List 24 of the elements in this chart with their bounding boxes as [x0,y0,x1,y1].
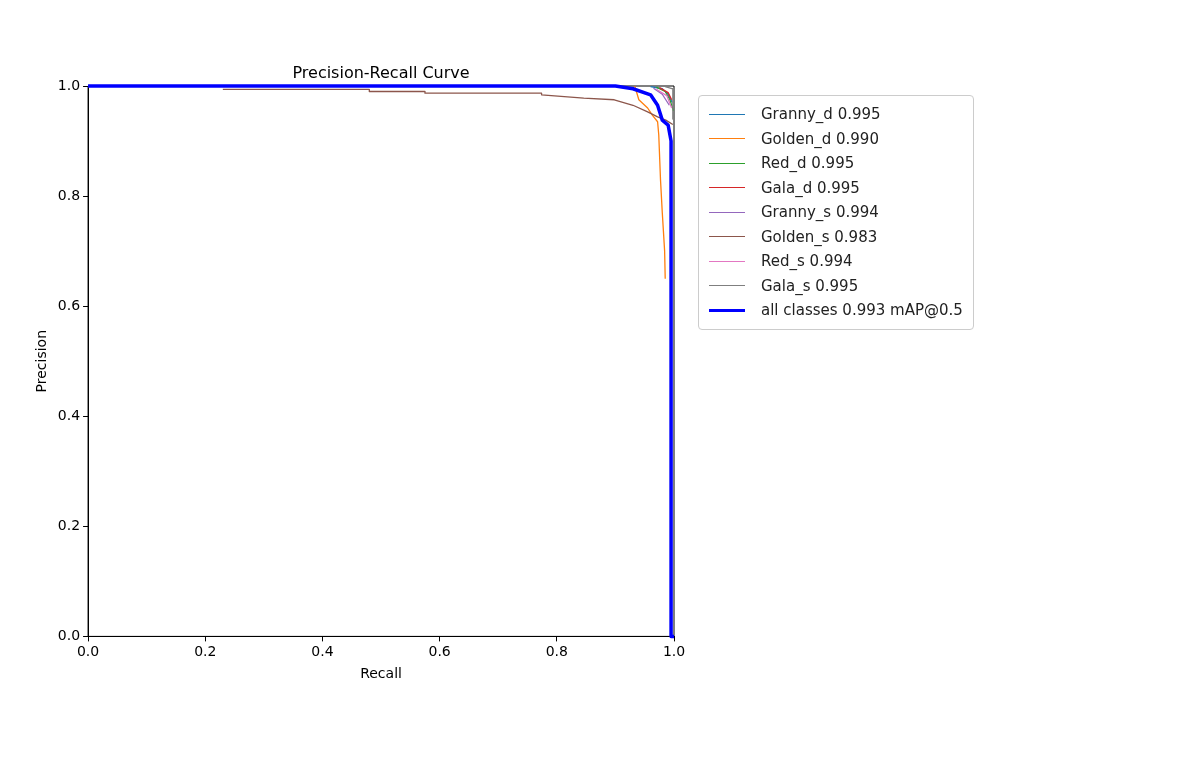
x-tick-label: 1.0 [662,643,686,660]
x-axis-title: Recall [360,665,402,682]
legend-label: Granny_d 0.995 [761,104,881,125]
chart-title: Precision-Recall Curve [292,63,470,83]
y-tick-label: 0.8 [57,186,81,203]
x-tick-label: 0.4 [311,643,334,660]
y-tick-label: 0.0 [57,627,81,644]
legend-label: all classes 0.993 mAP@0.5 [761,300,963,321]
y-axis-title: Precision [33,329,50,393]
x-tick-label: 0.6 [428,643,451,660]
y-tick-label: 0.6 [57,296,81,313]
legend-label: Golden_s 0.983 [761,226,878,248]
legend-label: Red_s 0.994 [761,251,853,272]
x-tick-label: 0.8 [545,643,568,660]
legend-label: Gala_d 0.995 [761,177,860,199]
y-tick-label: 1.0 [57,76,81,93]
x-tick-label: 0.2 [194,643,217,660]
y-tick-label: 0.2 [57,516,81,533]
legend-label: Granny_s 0.994 [761,202,879,223]
legend-label: Golden_d 0.990 [761,128,879,150]
x-tick-label: 0.0 [76,643,100,660]
legend-label: Red_d 0.995 [761,153,855,174]
legend-label: Gala_s 0.995 [761,275,859,297]
y-tick-label: 0.4 [57,406,81,423]
